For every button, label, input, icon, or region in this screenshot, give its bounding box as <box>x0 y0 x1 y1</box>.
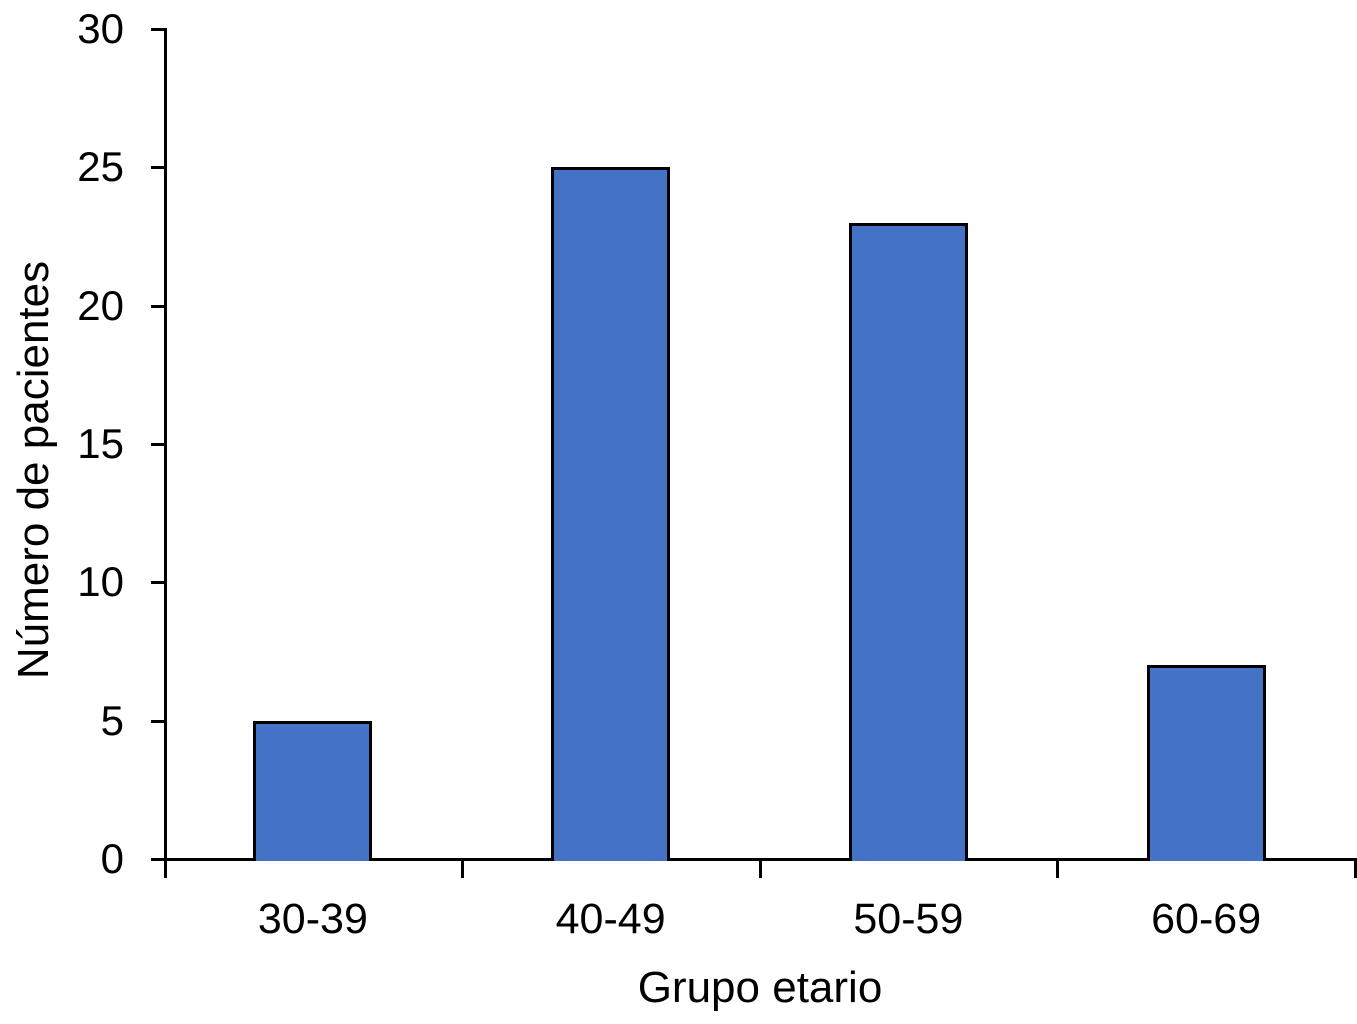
y-tick-label: 0 <box>100 835 124 882</box>
bar-50-59 <box>849 223 968 861</box>
y-axis-line <box>164 29 167 878</box>
x-tick <box>1354 859 1357 878</box>
y-tick-label: 30 <box>77 5 124 52</box>
y-tick-label: 20 <box>77 281 124 329</box>
bar-40-49 <box>551 167 670 861</box>
y-tick-label: 25 <box>77 143 124 191</box>
y-tick <box>151 304 167 308</box>
y-tick <box>151 443 167 446</box>
x-tick-label: 30-39 <box>257 895 368 943</box>
x-axis-title: Grupo etario <box>637 963 883 1012</box>
y-tick-label: 10 <box>77 558 124 606</box>
x-tick-label: 60-69 <box>1151 895 1262 943</box>
y-tick <box>151 166 167 170</box>
x-tick <box>1056 859 1060 878</box>
y-tick-label: 5 <box>100 696 124 744</box>
x-tick-label: 40-49 <box>555 895 666 943</box>
y-tick-label: 15 <box>77 420 124 467</box>
x-tick <box>758 859 762 878</box>
x-tick-label: 50-59 <box>853 895 964 943</box>
y-tick <box>151 858 167 861</box>
x-tick <box>460 859 464 878</box>
bar-30-39 <box>253 721 372 861</box>
y-tick <box>151 719 167 723</box>
bar-60-69 <box>1147 665 1266 861</box>
y-tick <box>151 28 167 31</box>
y-tick <box>151 581 167 585</box>
